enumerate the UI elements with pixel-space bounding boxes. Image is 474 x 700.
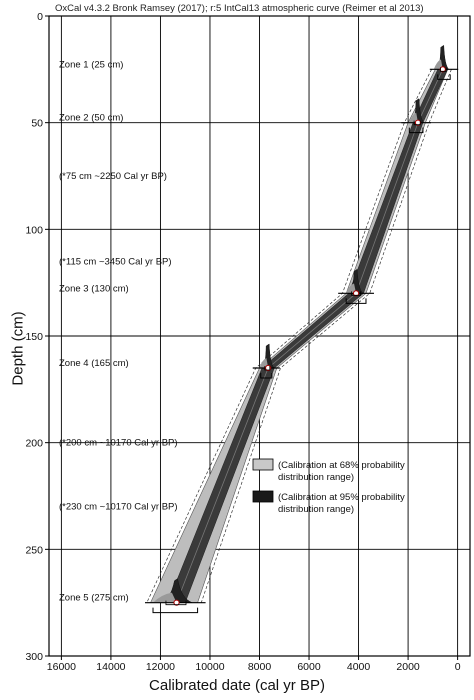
- probability-shoulder: [408, 112, 418, 123]
- envelope-outer-line: [200, 69, 452, 603]
- probability-shoulder: [345, 283, 357, 294]
- x-tick-label: 14000: [96, 661, 125, 673]
- zone-annotation: Zone 5 (275 cm): [59, 593, 129, 604]
- y-tick-label: 150: [25, 331, 43, 343]
- x-axis-label: Calibrated date (cal yr BP): [149, 677, 325, 694]
- x-tick-label: 6000: [297, 661, 321, 673]
- zone-annotation: Zone 1 (25 cm): [59, 59, 123, 70]
- y-tick-label: 250: [25, 544, 43, 556]
- probability-shoulder: [153, 592, 177, 603]
- zone-annotation: (*230 cm ~10170 Cal yr BP): [59, 502, 178, 513]
- sample-range-bracket-68: [351, 291, 361, 296]
- x-tick-label: 16000: [47, 661, 76, 673]
- y-axis-label: Depth (cm): [9, 311, 27, 386]
- sample-range-bracket-68: [264, 366, 271, 371]
- y-tick-label: 100: [25, 224, 43, 236]
- x-tick-label: 0: [455, 661, 461, 673]
- sample-range-bracket-95: [408, 127, 424, 134]
- sample-range-bracket-95: [437, 74, 451, 80]
- sample-range-bracket-95: [345, 298, 367, 304]
- zone-annotation: (*200 cm ~10170 Cal yr BP): [59, 438, 178, 449]
- sample-range-bracket-68: [440, 67, 447, 72]
- x-tick-label: 4000: [347, 661, 371, 673]
- zone-annotation: (*115 cm ~3450 Cal yr BP): [59, 256, 172, 267]
- x-tick-label: 8000: [248, 661, 272, 673]
- zone-annotation: Zone 3 (130 cm): [59, 283, 129, 294]
- y-tick-label: 0: [37, 11, 43, 23]
- legend-swatch: [252, 490, 274, 503]
- legend-label: distribution range): [278, 504, 354, 515]
- legend-label: (Calibration at 68% probability: [278, 460, 405, 471]
- sample-range-bracket-68: [165, 600, 187, 606]
- sample-range-bracket-68: [413, 120, 421, 126]
- legend-swatch: [252, 458, 274, 471]
- probability-shoulder: [259, 358, 269, 368]
- legend-label: (Calibration at 95% probability: [278, 492, 405, 503]
- sample-median-marker: [352, 290, 360, 297]
- sample-range-bracket-95: [260, 373, 273, 379]
- legend-label: distribution range): [278, 472, 354, 483]
- y-tick-label: 200: [25, 438, 43, 450]
- x-tick-label: 10000: [195, 661, 224, 673]
- zone-annotation: (*75 cm ~2250 Cal yr BP): [59, 171, 167, 182]
- sample-range-bracket-95: [152, 607, 199, 614]
- sample-median-marker: [173, 599, 180, 606]
- zone-annotation: Zone 4 (165 cm): [59, 358, 129, 369]
- y-tick-label: 50: [31, 118, 43, 130]
- probability-shoulder: [433, 59, 443, 70]
- zone-annotation: Zone 2 (50 cm): [59, 113, 123, 124]
- y-tick-label: 300: [25, 651, 43, 663]
- chart-title: OxCal v4.3.2 Bronk Ramsey (2017); r:5 In…: [55, 3, 424, 14]
- x-tick-label: 12000: [146, 661, 175, 673]
- x-tick-label: 2000: [396, 661, 420, 673]
